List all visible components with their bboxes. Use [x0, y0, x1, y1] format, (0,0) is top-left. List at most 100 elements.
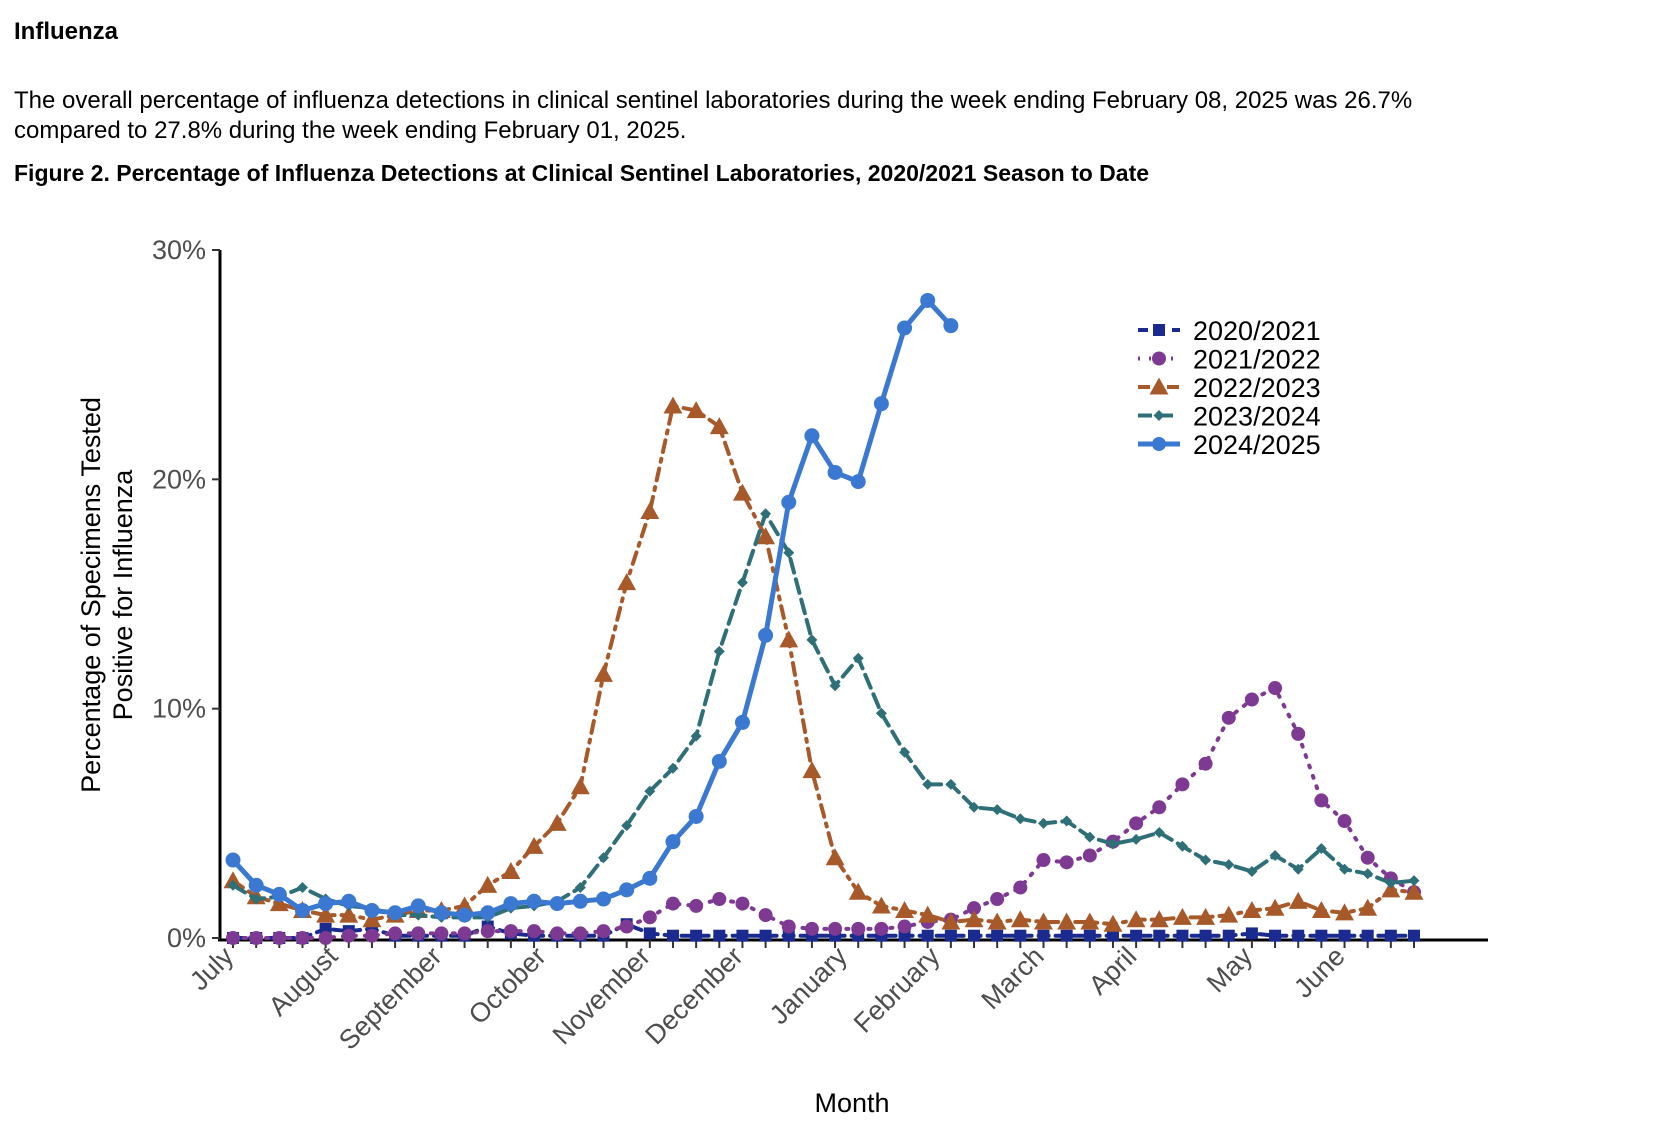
- data-point: [666, 929, 679, 942]
- data-point: [1291, 726, 1306, 741]
- data-point: [825, 848, 845, 866]
- data-point: [547, 813, 567, 831]
- data-point: [667, 762, 679, 774]
- data-point: [1242, 901, 1262, 919]
- data-point: [1292, 929, 1305, 942]
- data-point: [387, 905, 403, 921]
- data-point: [895, 901, 914, 919]
- data-point: [596, 924, 611, 939]
- data-point: [1059, 855, 1074, 870]
- data-point: [1360, 850, 1375, 865]
- data-point: [226, 931, 240, 945]
- data-point: [250, 893, 262, 905]
- x-tick-label: January: [764, 941, 853, 1030]
- data-point: [1083, 929, 1096, 942]
- data-point: [1107, 838, 1119, 850]
- data-point: [665, 896, 680, 911]
- data-point: [1129, 816, 1144, 831]
- data-point: [759, 929, 772, 942]
- data-point: [1384, 929, 1397, 942]
- data-point: [1106, 929, 1119, 942]
- data-point: [295, 931, 310, 945]
- data-point: [1268, 681, 1283, 696]
- data-point: [709, 417, 729, 435]
- data-point: [736, 929, 749, 942]
- legend-key-marker: [1153, 410, 1165, 421]
- data-point: [1199, 929, 1212, 942]
- data-point: [1269, 849, 1281, 861]
- data-point: [1219, 905, 1239, 923]
- data-point: [922, 778, 934, 790]
- section-heading: Influenza: [14, 18, 119, 45]
- series-2023-2024: [227, 508, 1420, 923]
- data-point: [733, 483, 752, 501]
- data-point: [294, 902, 310, 918]
- data-point: [1361, 929, 1374, 942]
- data-point: [339, 905, 359, 923]
- data-point: [1288, 891, 1308, 909]
- data-point: [318, 931, 333, 945]
- data-point: [781, 919, 796, 934]
- data-point: [871, 896, 891, 914]
- intro-paragraph: The overall percentage of influenza dete…: [14, 86, 1574, 146]
- data-point: [1269, 929, 1282, 942]
- data-point: [663, 396, 683, 414]
- data-point: [690, 929, 703, 942]
- data-point: [897, 919, 912, 934]
- data-point: [665, 834, 681, 850]
- data-point: [1404, 882, 1424, 900]
- data-point: [619, 882, 635, 898]
- data-point: [574, 882, 586, 894]
- data-point: [1175, 777, 1190, 792]
- legend-label: 2023/2024: [1193, 402, 1321, 432]
- data-point: [828, 921, 843, 936]
- data-point: [1245, 927, 1258, 940]
- data-point: [318, 896, 334, 912]
- x-tick-label: April: [1083, 941, 1142, 1000]
- data-point: [364, 928, 379, 943]
- data-point: [1149, 910, 1169, 928]
- data-point: [1198, 756, 1213, 771]
- data-point: [1037, 929, 1050, 942]
- y-axis-title-line-2: Positive for Influenza: [108, 469, 138, 721]
- x-tick-label: November: [547, 941, 656, 1050]
- data-point: [457, 926, 472, 941]
- data-point: [1014, 813, 1026, 825]
- data-point: [1103, 914, 1123, 932]
- data-point: [964, 910, 984, 928]
- chart-series: [223, 292, 1424, 945]
- y-tick-label: 30%: [152, 235, 206, 265]
- data-point: [596, 891, 612, 907]
- data-point: [271, 886, 287, 902]
- data-point: [1246, 865, 1258, 877]
- data-point: [1080, 912, 1100, 930]
- data-point: [1130, 833, 1142, 845]
- data-point: [851, 921, 866, 936]
- legend-label: 2024/2025: [1193, 430, 1321, 460]
- data-point: [1176, 929, 1189, 942]
- data-point: [1339, 863, 1351, 875]
- data-point: [991, 929, 1004, 942]
- data-point: [480, 924, 495, 939]
- data-point: [501, 862, 521, 880]
- data-point: [1057, 912, 1077, 930]
- data-point: [1311, 901, 1331, 919]
- data-point: [874, 921, 889, 936]
- x-tick-label: October: [463, 941, 552, 1030]
- legend-key-marker: [1153, 324, 1165, 336]
- data-point: [1036, 853, 1051, 868]
- data-point: [642, 870, 658, 886]
- data-point: [269, 894, 289, 912]
- data-point: [1060, 929, 1073, 942]
- data-point: [1315, 929, 1328, 942]
- data-point: [434, 926, 449, 941]
- data-point: [899, 746, 911, 758]
- data-point: [852, 652, 864, 664]
- data-point: [688, 808, 704, 824]
- data-point: [549, 896, 565, 912]
- data-point: [735, 896, 750, 911]
- legend-label: 2020/2021: [1193, 316, 1321, 346]
- data-point: [227, 879, 239, 891]
- data-point: [990, 892, 1005, 907]
